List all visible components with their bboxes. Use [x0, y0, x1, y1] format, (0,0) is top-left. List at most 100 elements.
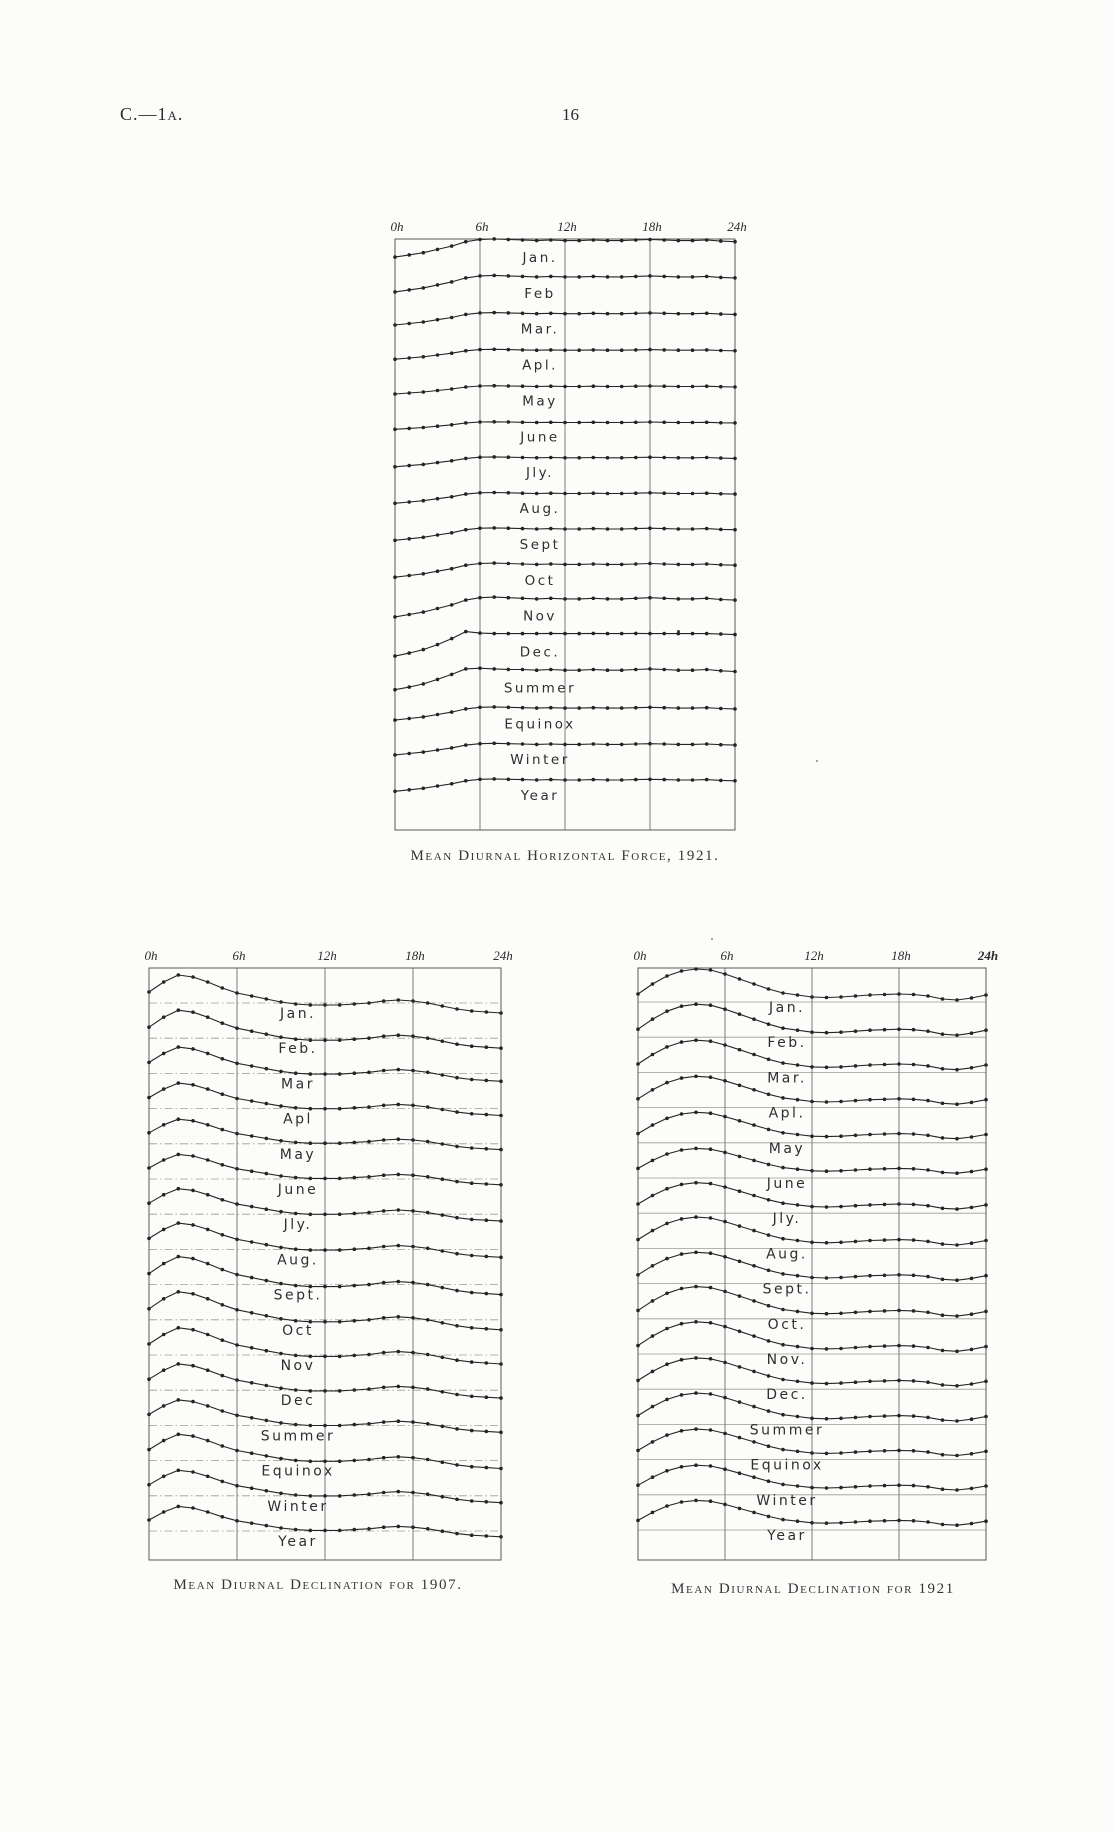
data-point	[205, 1297, 210, 1301]
data-point	[264, 1454, 269, 1458]
row-label: Jan.	[521, 250, 557, 266]
data-point	[264, 1278, 269, 1283]
data-point	[676, 384, 681, 389]
data-point	[337, 1528, 342, 1533]
data-point	[694, 1320, 698, 1324]
data-point	[425, 1457, 430, 1462]
data-point	[634, 491, 638, 496]
data-point	[352, 1388, 357, 1392]
data-point	[220, 1057, 225, 1061]
data-point	[766, 1303, 771, 1308]
data-point	[381, 1490, 386, 1495]
data-point	[279, 1035, 283, 1039]
data-point	[549, 596, 553, 601]
data-point	[455, 1110, 459, 1114]
data-point	[393, 427, 397, 432]
data-point	[411, 1034, 415, 1038]
data-point	[679, 1286, 684, 1291]
data-point	[719, 597, 723, 602]
data-point	[868, 1273, 872, 1278]
data-point	[455, 1144, 459, 1149]
data-point	[676, 491, 681, 496]
data-point	[484, 1078, 489, 1083]
data-point	[704, 742, 709, 746]
data-point	[665, 1433, 669, 1437]
data-point	[955, 1136, 959, 1141]
data-point	[665, 1152, 669, 1156]
data-point	[605, 238, 610, 243]
data-point	[665, 1362, 669, 1366]
data-point	[591, 274, 596, 279]
data-point	[911, 1132, 916, 1136]
data-point	[969, 1486, 974, 1491]
data-point	[337, 1106, 342, 1111]
data-point	[549, 562, 553, 566]
data-point	[464, 239, 468, 244]
data-point	[293, 1175, 298, 1180]
data-point	[733, 492, 737, 496]
data-point	[752, 1404, 756, 1409]
data-point	[499, 1466, 503, 1471]
data-point	[440, 1107, 445, 1112]
data-point	[679, 969, 684, 973]
data-point	[563, 742, 567, 747]
data-point	[469, 1146, 474, 1150]
data-point	[810, 1485, 814, 1490]
data-point	[752, 1228, 756, 1233]
data-point	[795, 1097, 800, 1102]
data-point	[679, 1112, 684, 1116]
data-point	[440, 1285, 445, 1290]
data-point	[766, 1233, 771, 1237]
data-point	[464, 349, 468, 353]
data-point	[205, 1368, 210, 1372]
data-point	[636, 1062, 640, 1066]
data-point	[421, 390, 426, 394]
data-point	[563, 238, 567, 243]
data-point	[868, 1097, 872, 1102]
data-point	[676, 742, 681, 747]
data-point	[648, 777, 652, 782]
data-point	[176, 1290, 181, 1294]
data-point	[492, 561, 496, 565]
data-point	[650, 1158, 655, 1163]
data-point	[882, 1167, 887, 1171]
data-point	[853, 1380, 858, 1384]
data-point	[605, 668, 610, 672]
data-point	[636, 1378, 640, 1383]
data-point	[781, 1236, 785, 1241]
data-point	[662, 384, 666, 388]
data-point	[676, 597, 681, 601]
data-point	[897, 1062, 901, 1066]
data-point	[549, 705, 553, 710]
data-point	[810, 1065, 814, 1069]
data-point	[478, 741, 482, 746]
data-point	[810, 1381, 814, 1385]
data-point	[492, 705, 496, 709]
data-point	[897, 1097, 901, 1101]
data-point	[435, 247, 440, 252]
data-point	[421, 462, 426, 467]
data-point	[648, 741, 652, 746]
data-point	[911, 1273, 916, 1278]
data-point	[694, 1146, 698, 1151]
data-point	[499, 1113, 503, 1118]
data-point	[737, 1329, 742, 1334]
data-point	[810, 1030, 814, 1034]
data-point	[220, 1233, 225, 1237]
data-point	[752, 1088, 756, 1092]
data-point	[478, 384, 482, 388]
data-point	[549, 742, 553, 746]
data-point	[650, 1193, 655, 1198]
data-point	[249, 1381, 254, 1385]
data-point	[694, 1391, 698, 1395]
data-point	[733, 349, 737, 353]
data-point	[634, 667, 638, 672]
data-point	[882, 1132, 887, 1136]
data-point	[464, 707, 468, 711]
data-point	[337, 1284, 342, 1289]
data-point	[393, 392, 397, 396]
data-point	[752, 1017, 756, 1021]
data-point	[484, 1534, 489, 1538]
data-point	[662, 491, 666, 496]
data-point	[737, 1119, 742, 1123]
